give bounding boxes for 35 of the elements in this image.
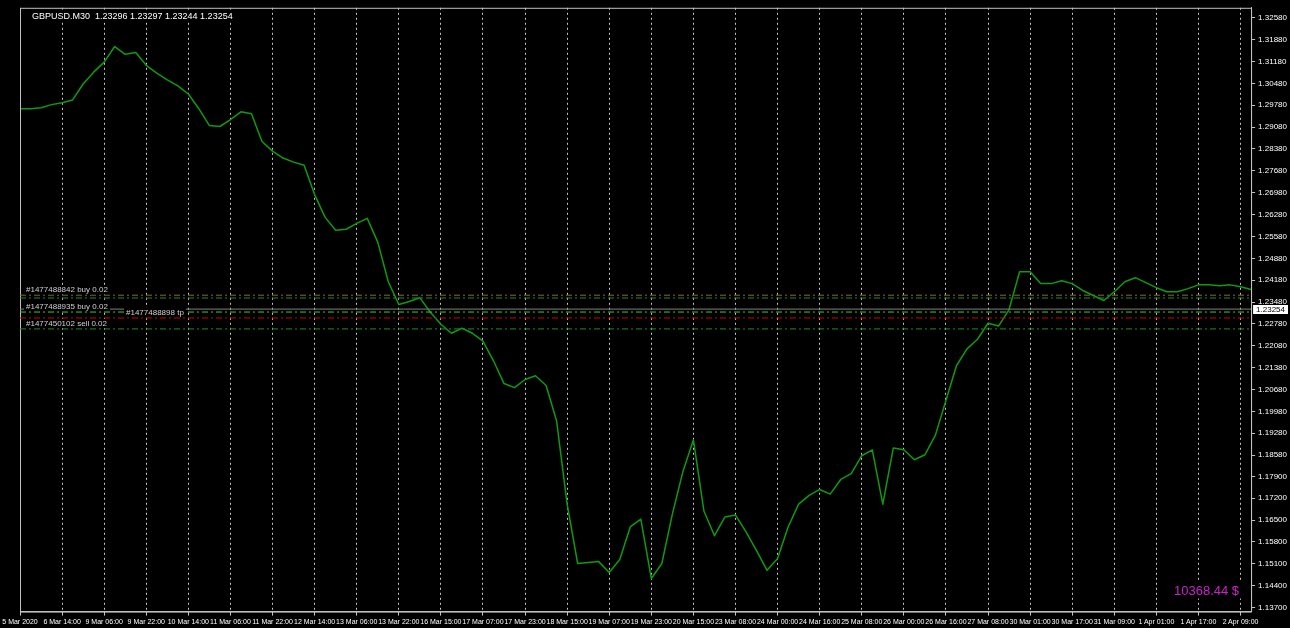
- y-tick-label: 1.19280: [1258, 428, 1288, 438]
- y-tick-label: 1.20680: [1258, 384, 1288, 394]
- y-tick-label: 1.24180: [1258, 275, 1288, 285]
- y-tick-label: 1.26980: [1258, 187, 1288, 197]
- y-tick-label: 1.31180: [1258, 56, 1287, 66]
- ref-line-label: 1.23254: [1256, 304, 1286, 314]
- y-tick-label: 1.28380: [1258, 144, 1288, 154]
- y-tick-label: 1.17900: [1258, 471, 1288, 481]
- y-tick-label: 1.25580: [1258, 231, 1288, 241]
- y-tick-label: 1.19980: [1258, 406, 1288, 416]
- y-tick-label: 1.27680: [1258, 166, 1288, 176]
- y-tick-label: 1.22780: [1258, 319, 1288, 329]
- y-tick-label: 1.16500: [1258, 515, 1288, 525]
- y-tick-label: 1.26280: [1258, 209, 1288, 219]
- y-tick-label: 1.15800: [1258, 537, 1288, 547]
- y-tick-label: 1.14400: [1258, 580, 1288, 590]
- y-tick-label: 1.21380: [1258, 362, 1288, 372]
- y-tick-label: 1.29080: [1258, 122, 1288, 132]
- annotation: 10368.44 $: [1174, 582, 1240, 598]
- ref-line-label: #1477450102 sell 0.02: [26, 318, 108, 328]
- y-tick-label: 1.18580: [1258, 450, 1288, 460]
- y-tick-label: 1.17200: [1258, 493, 1288, 503]
- y-tick-label: 1.22080: [1258, 340, 1288, 350]
- y-tick-label: 1.29780: [1258, 100, 1288, 110]
- y-tick-label: 1.15100: [1258, 559, 1288, 569]
- y-tick-label: 1.31880: [1258, 34, 1288, 44]
- chart-title: GBPUSD.M30 1.23296 1.23297 1.23244 1.23254: [32, 10, 233, 21]
- ref-line-label: #1477488842 buy 0.02: [26, 284, 109, 294]
- ref-line-label: #1477488935 buy 0.02: [26, 301, 109, 311]
- y-tick-label: 1.13700: [1258, 602, 1288, 612]
- y-tick-label: 1.24880: [1258, 253, 1288, 263]
- y-tick-label: 1.30480: [1258, 78, 1288, 88]
- y-tick-label: 1.32580: [1258, 13, 1288, 22]
- y-tick-label: 1.23480: [1258, 297, 1288, 307]
- ref-line-label: #1477488898 tp: [126, 307, 185, 317]
